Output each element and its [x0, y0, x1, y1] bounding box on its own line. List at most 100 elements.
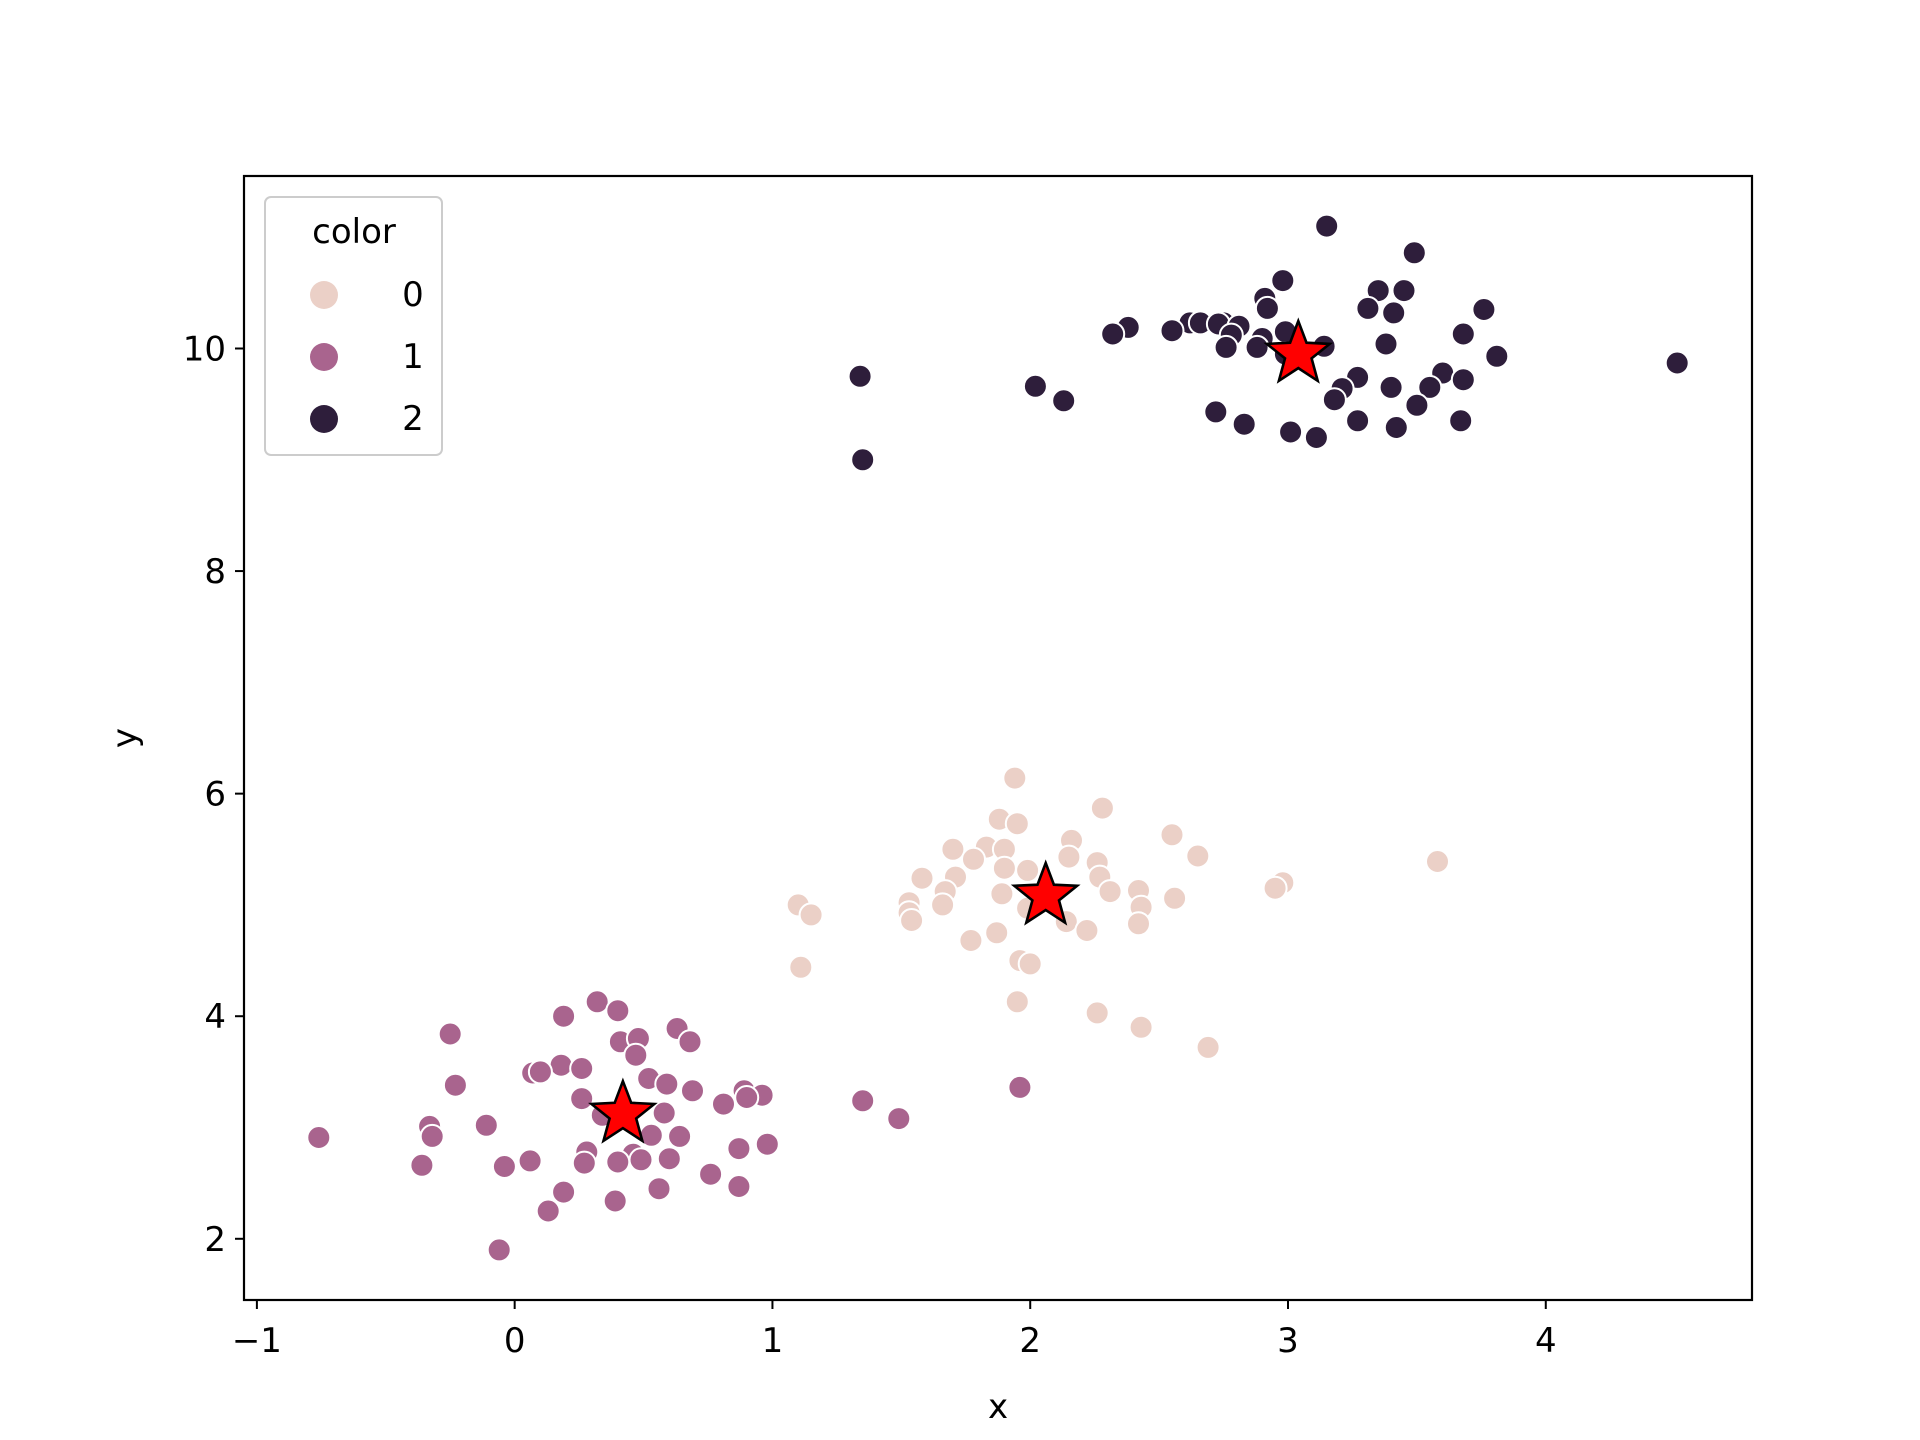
scatter-point-series-1 [638, 1122, 664, 1148]
scatter-point-series-0 [899, 908, 925, 933]
scatter-point-series-1 [726, 1174, 752, 1199]
centroid-star-1 [588, 1077, 658, 1144]
scatter-point-series-0 [1017, 951, 1043, 977]
scatter-point-series-1 [306, 1125, 332, 1150]
scatter-point-series-1 [754, 1131, 780, 1157]
scatter-point-series-0 [984, 920, 1010, 946]
scatter-point-series-2 [1450, 367, 1476, 393]
scatter-point-series-1 [491, 1154, 517, 1179]
scatter-point-series-1 [605, 998, 631, 1024]
scatter-point-series-0 [1159, 822, 1185, 848]
legend-label-1: 1 [402, 337, 424, 377]
scatter-point-series-0 [1089, 795, 1115, 821]
scatter-point-series-1 [473, 1112, 499, 1138]
y-tick-label: 4 [204, 997, 226, 1037]
scatter-point-series-2 [1383, 415, 1409, 440]
x-tick-label: 0 [504, 1321, 526, 1361]
scatter-point-series-2 [1373, 331, 1399, 357]
scatter-point-series-1 [535, 1198, 561, 1224]
scatter-point-series-0 [1185, 843, 1211, 869]
scatter-point-series-1 [437, 1021, 463, 1047]
scatter-point-series-0 [798, 902, 824, 928]
scatter-point-series-1 [886, 1106, 912, 1132]
scatter-point-series-2 [1244, 334, 1270, 360]
x-axis-label: x [988, 1387, 1008, 1427]
scatter-point-series-0 [1425, 849, 1450, 874]
scatter-point-series-2 [1448, 408, 1474, 434]
scatter-point-series-0 [961, 846, 986, 872]
y-tick-label: 6 [204, 775, 226, 815]
scatter-point-series-0 [1128, 1014, 1154, 1040]
scatter-point-series-0 [788, 954, 814, 980]
scatter-point-series-2 [1213, 334, 1239, 360]
scatter-point-series-0 [958, 928, 984, 953]
scatter-point-series-1 [677, 1029, 703, 1055]
x-tick-label: 3 [1277, 1321, 1299, 1361]
legend-marker-2 [310, 405, 338, 433]
centroid-star-2 [1263, 317, 1334, 384]
scatter-point-series-2 [1159, 318, 1185, 344]
scatter-point-series-1 [527, 1059, 553, 1085]
scatter-point-series-1 [605, 1149, 631, 1175]
scatter-point-series-2 [1321, 387, 1347, 413]
scatter-point-series-1 [850, 1088, 876, 1114]
scatter-point-series-0 [1195, 1034, 1221, 1060]
scatter-point-series-2 [1345, 408, 1371, 434]
scatter-point-series-1 [623, 1042, 649, 1068]
scatter-point-series-0 [1084, 1000, 1110, 1026]
scatter-point-series-2 [1401, 240, 1427, 266]
scatter-point-series-2 [1270, 268, 1296, 294]
plot-frame [242, 174, 1754, 1302]
scatter-point-series-1 [698, 1161, 724, 1187]
scatter-point-series-0 [989, 881, 1015, 907]
scatter-point-series-1 [486, 1237, 512, 1263]
y-axis-ticks: 2 4 6 8 10 [183, 329, 244, 1260]
scatter-point-series-1 [726, 1136, 752, 1162]
scatter-point-series-2 [850, 447, 876, 473]
scatter-point-series-1 [569, 1086, 595, 1112]
scatter-point-series-2 [1484, 343, 1510, 369]
scatter-point-series-2 [1278, 419, 1304, 445]
x-tick-label: −1 [232, 1321, 282, 1361]
scatter-point-series-1 [656, 1146, 682, 1172]
centroid-star-0 [1010, 859, 1081, 926]
scatter-point-series-2 [1664, 350, 1690, 376]
centroid-stars [588, 317, 1334, 1144]
scatter-point-series-2 [1404, 392, 1430, 418]
scatter-point-series-2 [847, 363, 873, 389]
legend-title: color [312, 212, 396, 252]
scatter-point-series-2 [1355, 295, 1381, 321]
x-tick-label: 1 [762, 1321, 784, 1361]
scatter-point-series-1 [551, 1179, 577, 1205]
scatter-point-series-2 [1314, 213, 1340, 239]
legend: color 0 1 2 [264, 196, 443, 456]
data-points [306, 213, 1690, 1263]
legend-marker-1 [310, 343, 338, 371]
scatter-point-series-0 [1004, 811, 1030, 837]
legend-marker-0 [310, 281, 338, 309]
scatter-point-series-2 [1471, 297, 1497, 322]
scatter-point-series-1 [517, 1148, 543, 1174]
scatter-point-series-2 [1417, 374, 1443, 400]
scatter-point-series-1 [569, 1056, 595, 1081]
scatter-point-series-1 [680, 1078, 705, 1104]
scatter-point-series-1 [654, 1071, 680, 1097]
scatter-point-series-0 [909, 865, 935, 891]
scatter-point-series-2 [1254, 295, 1280, 321]
scatter-point-series-2 [1051, 388, 1077, 414]
scatter-point-series-1 [551, 1003, 577, 1029]
scatter-point-series-0 [1262, 875, 1288, 901]
scatter-point-series-0 [1002, 765, 1028, 791]
scatter-point-series-1 [734, 1085, 760, 1110]
scatter-point-series-0 [1004, 989, 1030, 1015]
y-tick-label: 2 [204, 1220, 226, 1260]
scatter-point-series-2 [1231, 411, 1257, 437]
scatter-point-series-1 [419, 1123, 445, 1149]
scatter-point-series-0 [1126, 911, 1151, 937]
scatter-point-series-0 [1162, 885, 1188, 911]
legend-label-2: 2 [402, 399, 424, 439]
scatter-point-series-1 [409, 1152, 435, 1178]
scatter-point-series-1 [646, 1176, 672, 1202]
scatter-point-series-0 [1097, 879, 1123, 905]
